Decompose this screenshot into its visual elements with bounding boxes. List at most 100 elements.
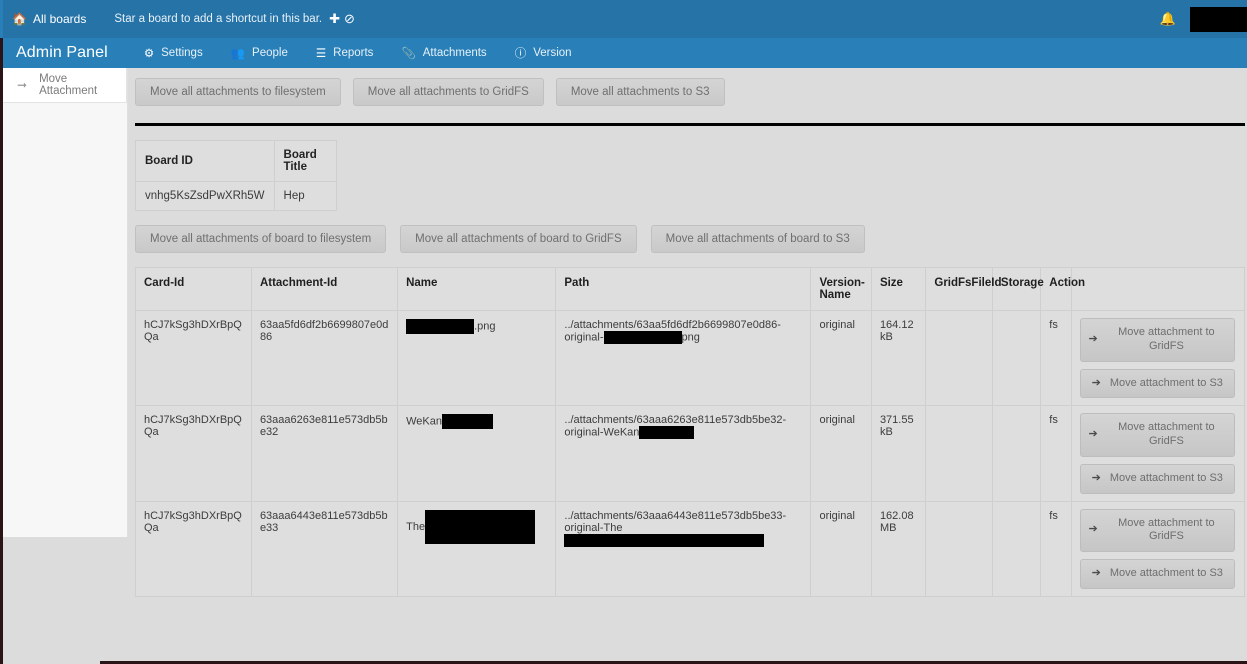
left-edge-rail <box>0 0 3 664</box>
table-row: hCJ7kSg3hDXrBpQQa 63aa5fd6df2b6699807e0d8… <box>135 309 1246 407</box>
cell-name: The <box>397 500 557 597</box>
table-row: hCJ7kSg3hDXrBpQQa 63aaa6443e811e573db5be3… <box>135 500 1246 597</box>
home-icon: 🏠 <box>12 12 27 26</box>
board-id-value: vnhg5KsZsdPwXRh5W <box>135 181 275 211</box>
all-boards-label: All boards <box>32 12 87 26</box>
paperclip-icon: 📎 <box>401 48 416 60</box>
top-bar-left: 🏠 All boards Star a board to add a short… <box>0 0 355 38</box>
attachments-table: Card-Id Attachment-Id Name Path Version-… <box>135 267 1246 597</box>
cell-storage <box>991 405 1042 502</box>
arrow-right-icon: ➔ <box>1091 471 1101 484</box>
top-bar-right: 🔔 <box>1146 0 1247 38</box>
move-all-to-s3-button[interactable]: Move all attachments to S3 <box>555 78 725 106</box>
redacted-text <box>425 509 536 544</box>
arrow-right-icon: ➞ <box>17 78 28 92</box>
cell-size: 162.08 MB <box>870 500 927 597</box>
nav-item-version[interactable]: ⓘ Version <box>501 38 586 68</box>
top-bar: 🏠 All boards Star a board to add a short… <box>0 0 1247 38</box>
redacted-text <box>603 331 682 344</box>
header-size: Size <box>870 267 927 311</box>
sidebar-item-label: Move Attachment <box>39 73 98 97</box>
board-table: Board ID Board Title vnhg5KsZsdPwXRh5W H… <box>135 140 337 211</box>
global-action-buttons: Move all attachments to filesystem Move … <box>135 78 1245 106</box>
arrow-right-icon: ➔ <box>1088 428 1098 441</box>
move-all-to-filesystem-button[interactable]: Move all attachments to filesystem <box>135 78 341 106</box>
cell-name: WeKan <box>397 405 557 502</box>
nav-item-attachments-label: Attachments <box>422 47 487 59</box>
navbar-items: ⚙ Settings 👥 People ☰ Reports 📎 Attachme… <box>130 38 586 68</box>
cell-path: ../attachments/63aa5fd6df2b6699807e0d86-… <box>555 309 812 407</box>
nav-item-settings[interactable]: ⚙ Settings <box>130 38 217 68</box>
move-board-to-gridfs-button[interactable]: Move all attachments of board to GridFS <box>400 225 637 253</box>
move-attachment-to-s3-button[interactable]: ➔ Move attachment to S3 <box>1079 463 1235 494</box>
attachments-table-header-row: Card-Id Attachment-Id Name Path Version-… <box>135 267 1246 311</box>
nav-item-version-label: Version <box>533 47 572 59</box>
main-content: Move all attachments to filesystem Move … <box>135 78 1246 597</box>
board-table-header-board-title: Board Title <box>273 140 337 182</box>
nav-item-attachments[interactable]: 📎 Attachments <box>387 38 500 68</box>
sidebar-item-move-attachment[interactable]: ➞ Move Attachment <box>3 68 127 103</box>
bell-icon[interactable]: 🔔 <box>1159 11 1176 26</box>
bottom-edge-rail <box>100 661 1247 664</box>
board-table-header-row: Board ID Board Title <box>135 140 337 182</box>
arrows-move-icon[interactable]: ✚ <box>329 11 340 26</box>
header-gridfs-fileid: GridFsFileId <box>925 267 1001 311</box>
shortcut-hint-text: Star a board to add a shortcut in this b… <box>114 13 323 25</box>
all-boards-link[interactable]: 🏠 All boards <box>12 12 86 26</box>
board-table-header-board-id: Board ID <box>135 140 275 182</box>
cell-action: fs <box>1040 309 1072 407</box>
arrow-right-icon: ➔ <box>1088 332 1098 345</box>
cell-version-name: original <box>810 405 872 502</box>
cell-row-buttons: ➔ Move attachment to GridFS ➔ Move attachme… <box>1070 309 1246 407</box>
arrow-right-icon: ➔ <box>1091 376 1101 389</box>
left-edge-rail-top <box>0 0 3 38</box>
list-icon: ☰ <box>315 48 327 60</box>
arrow-right-icon: ➔ <box>1091 567 1101 579</box>
cell-card-id: hCJ7kSg3hDXrBpQQa <box>135 405 252 502</box>
attachments-table-body: hCJ7kSg3hDXrBpQQa 63aa5fd6df2b6699807e0d8… <box>135 309 1246 597</box>
cell-path: ../attachments/63aaa6263e811e573db5be32-… <box>555 405 812 502</box>
cell-size: 371.55 kB <box>870 405 927 502</box>
header-action: Action <box>1040 267 1085 311</box>
cell-storage <box>991 309 1042 407</box>
header-buttons <box>1070 267 1246 311</box>
header-name: Name <box>397 267 557 311</box>
button-label: Move attachment to GridFS <box>1118 421 1215 447</box>
cell-attachment-id: 63aaa6443e811e573db5be33 <box>250 500 399 597</box>
cell-version-name: original <box>810 500 872 597</box>
move-all-to-gridfs-button[interactable]: Move all attachments to GridFS <box>352 78 544 106</box>
move-attachment-to-s3-button[interactable]: ➔ Move attachment to S3 <box>1079 559 1235 589</box>
move-attachment-to-gridfs-button[interactable]: ➔ Move attachment to GridFS <box>1079 318 1235 362</box>
shortcut-hint: Star a board to add a shortcut in this b… <box>114 11 355 27</box>
user-menu-redacted[interactable] <box>1190 6 1247 32</box>
nav-item-reports[interactable]: ☰ Reports <box>302 38 388 68</box>
section-divider <box>135 123 1245 126</box>
ban-icon[interactable]: ⊘ <box>344 11 355 26</box>
header-version-name: Version-Name <box>810 267 872 311</box>
cell-card-id: hCJ7kSg3hDXrBpQQa <box>135 500 252 597</box>
cell-attachment-id: 63aaa6263e811e573db5be32 <box>250 405 399 502</box>
redacted-text <box>441 414 493 430</box>
move-board-to-s3-button[interactable]: Move all attachments of board to S3 <box>650 225 865 253</box>
cell-action: fs <box>1040 500 1072 597</box>
redacted-text <box>406 319 475 334</box>
button-label: Move attachment to GridFS <box>1118 516 1215 543</box>
nav-item-people[interactable]: 👥 People <box>217 38 302 68</box>
board-action-buttons: Move all attachments of board to filesys… <box>135 225 1245 253</box>
sidebar: ➞ Move Attachment <box>3 68 128 537</box>
move-attachment-to-s3-button[interactable]: ➔ Move attachment to S3 <box>1079 368 1235 399</box>
button-label: Move attachment to S3 <box>1109 567 1223 579</box>
shortcut-hint-icons: ✚ ⊘ <box>329 11 355 27</box>
header-attachment-id: Attachment-Id <box>250 267 399 311</box>
cell-action: fs <box>1040 405 1072 502</box>
nav-item-settings-label: Settings <box>161 47 203 59</box>
header-storage: Storage <box>991 267 1044 311</box>
move-attachment-to-gridfs-button[interactable]: ➔ Move attachment to GridFS <box>1079 508 1235 552</box>
arrow-right-icon: ➔ <box>1088 523 1098 536</box>
cell-version-name: original <box>810 309 872 407</box>
move-board-to-filesystem-button[interactable]: Move all attachments of board to filesys… <box>135 225 387 253</box>
header-card-id: Card-Id <box>135 267 252 311</box>
move-attachment-to-gridfs-button[interactable]: ➔ Move attachment to GridFS <box>1079 413 1235 457</box>
cell-row-buttons: ➔ Move attachment to GridFS ➔ Move attachme… <box>1070 500 1246 597</box>
board-title-value: Hep <box>273 181 337 211</box>
